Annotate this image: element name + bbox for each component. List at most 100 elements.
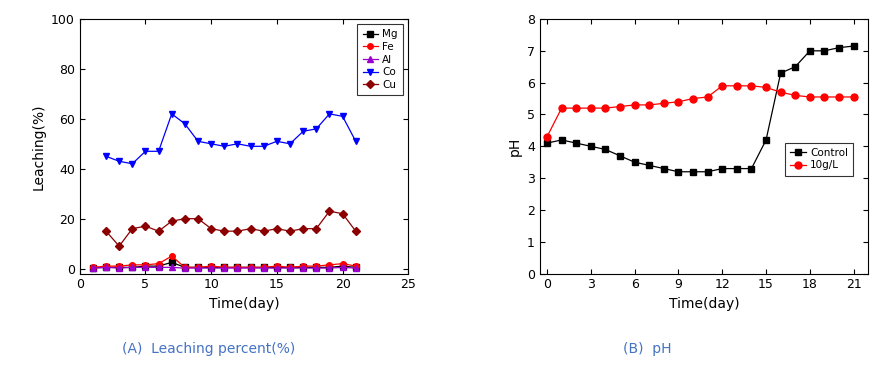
Mg	[101, 265, 112, 270]
Fe	[338, 261, 348, 266]
Co	[180, 122, 190, 126]
Control	[746, 166, 757, 171]
Line: 10g/L: 10g/L	[543, 82, 857, 140]
Fe	[324, 263, 335, 267]
Cu	[245, 226, 256, 231]
Al	[284, 266, 295, 271]
Fe	[311, 264, 322, 268]
Al	[140, 265, 151, 270]
Al	[127, 265, 137, 270]
Cu	[180, 216, 190, 221]
10g/L	[586, 106, 596, 111]
Control	[556, 138, 567, 142]
Fe	[271, 264, 282, 268]
Mg	[271, 265, 282, 270]
Fe	[232, 265, 243, 270]
Y-axis label: Leaching(%): Leaching(%)	[31, 103, 45, 190]
Al	[232, 266, 243, 271]
Co	[167, 112, 177, 116]
Control	[761, 138, 772, 142]
Mg	[311, 265, 322, 270]
Text: (A)  Leaching percent(%): (A) Leaching percent(%)	[121, 342, 295, 356]
Al	[271, 266, 282, 271]
Cu	[153, 229, 164, 233]
Co	[140, 149, 151, 154]
10g/L	[571, 106, 581, 111]
Text: (B)  pH: (B) pH	[623, 342, 671, 356]
Fe	[101, 264, 112, 268]
Co	[219, 144, 229, 149]
10g/L	[644, 103, 655, 107]
Co	[153, 149, 164, 154]
Al	[167, 265, 177, 270]
10g/L	[790, 93, 801, 98]
Line: Fe: Fe	[90, 253, 359, 270]
Control	[849, 44, 859, 48]
10g/L	[820, 95, 830, 99]
Al	[180, 266, 190, 271]
Cu	[232, 229, 243, 233]
Al	[259, 266, 269, 271]
10g/L	[703, 95, 713, 99]
Co	[338, 114, 348, 119]
Cu	[113, 244, 124, 249]
Fe	[298, 264, 308, 268]
Co	[271, 139, 282, 144]
Fe	[245, 265, 256, 270]
Mg	[193, 265, 204, 270]
Cu	[219, 229, 229, 233]
Fe	[140, 263, 151, 267]
Control	[820, 49, 830, 53]
10g/L	[746, 84, 757, 88]
Cu	[167, 219, 177, 223]
Co	[284, 141, 295, 146]
Mg	[338, 264, 348, 268]
Cu	[350, 229, 361, 233]
Mg	[88, 266, 98, 270]
Cu	[284, 229, 295, 233]
Fe	[259, 265, 269, 270]
Co	[206, 141, 216, 146]
X-axis label: Time(day): Time(day)	[209, 297, 279, 311]
Cu	[193, 216, 204, 221]
Mg	[206, 265, 216, 270]
Al	[338, 265, 348, 270]
Mg	[127, 265, 137, 270]
Mg	[232, 265, 243, 270]
Control	[775, 71, 786, 75]
Control	[629, 160, 640, 165]
Al	[219, 266, 229, 271]
Al	[193, 266, 204, 271]
Co	[245, 144, 256, 149]
Al	[206, 266, 216, 271]
Control	[717, 166, 727, 171]
Mg	[350, 265, 361, 270]
10g/L	[732, 84, 742, 88]
Control	[644, 163, 655, 168]
Line: Mg: Mg	[90, 260, 359, 271]
Cu	[206, 226, 216, 231]
Line: Al: Al	[90, 264, 359, 271]
Fe	[127, 263, 137, 267]
10g/L	[600, 106, 610, 111]
Line: Control: Control	[544, 43, 857, 174]
Mg	[180, 265, 190, 270]
10g/L	[541, 135, 552, 139]
Co	[127, 162, 137, 166]
Control	[703, 169, 713, 174]
10g/L	[849, 95, 859, 99]
Fe	[350, 264, 361, 268]
Control	[571, 141, 581, 146]
Cu	[127, 226, 137, 231]
Co	[259, 144, 269, 149]
Fe	[284, 265, 295, 270]
Cu	[311, 226, 322, 231]
Legend: Control, 10g/L: Control, 10g/L	[785, 142, 853, 176]
Cu	[298, 226, 308, 231]
Fe	[88, 265, 98, 270]
Al	[245, 266, 256, 271]
Control	[688, 169, 698, 174]
Control	[541, 141, 552, 146]
10g/L	[688, 96, 698, 101]
Legend: Mg, Fe, Al, Co, Cu: Mg, Fe, Al, Co, Cu	[357, 24, 403, 95]
